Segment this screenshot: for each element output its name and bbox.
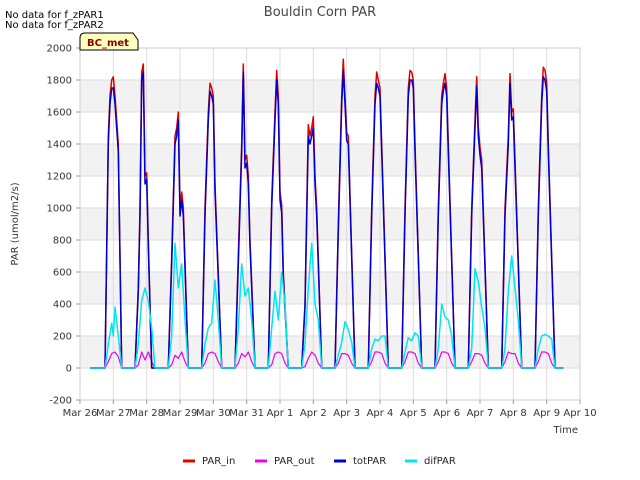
x-tick-label-3: Mar 29 xyxy=(163,408,198,419)
x-tick-label-15: Apr 10 xyxy=(563,408,596,419)
y-tick-label-0: 0 xyxy=(66,364,72,375)
y-tick-label-2000: 2000 xyxy=(47,44,72,55)
legend-label-difpar: difPAR xyxy=(424,456,456,467)
legend-label-par-out: PAR_out xyxy=(274,456,315,467)
y-tick-label-1000: 1000 xyxy=(47,204,72,215)
x-tick-label-13: Apr 8 xyxy=(500,408,527,419)
y-tick-label-600: 600 xyxy=(53,268,72,279)
y-tick-label--200: -200 xyxy=(49,396,72,407)
x-tick-label-10: Apr 5 xyxy=(400,408,427,419)
y-tick-label-800: 800 xyxy=(53,236,72,247)
x-tick-label-7: Apr 2 xyxy=(300,408,327,419)
x-tick-label-4: Mar 30 xyxy=(196,408,231,419)
legend: PAR_in PAR_out totPAR difPAR xyxy=(183,456,456,467)
x-tick-label-6: Apr 1 xyxy=(267,408,294,419)
y-tick-label-1600: 1600 xyxy=(47,108,72,119)
y-tick-label-200: 200 xyxy=(53,332,72,343)
x-tick-label-0: Mar 26 xyxy=(63,408,98,419)
band-800 xyxy=(80,208,580,240)
gridlines xyxy=(79,47,581,401)
no-data-note-2: No data for f_zPAR2 xyxy=(5,20,104,31)
no-data-note-1: No data for f_zPAR1 xyxy=(5,10,104,21)
plot-frame xyxy=(79,47,581,401)
x-tick-label-11: Apr 6 xyxy=(433,408,460,419)
y-axis-ticks: -200 0 200 400 600 800 1000 1200 1400 1600 1800 200… xyxy=(47,44,80,407)
x-tick-label-8: Apr 3 xyxy=(333,408,360,419)
x-axis-label: Time xyxy=(553,425,578,436)
x-tick-label-12: Apr 7 xyxy=(467,408,494,419)
badge-label: BC_met xyxy=(87,38,129,49)
x-tick-label-2: Mar 28 xyxy=(129,408,164,419)
y-tick-label-1800: 1800 xyxy=(47,76,72,87)
band-1600 xyxy=(80,80,580,112)
y-tick-label-400: 400 xyxy=(53,300,72,311)
y-tick-label-1400: 1400 xyxy=(47,140,72,151)
band-1200 xyxy=(80,144,580,176)
background-bands xyxy=(80,80,580,368)
x-tick-label-1: Mar 27 xyxy=(96,408,131,419)
station-badge: BC_met xyxy=(79,32,139,51)
x-tick-label-9: Apr 4 xyxy=(367,408,394,419)
band-0 xyxy=(80,336,580,368)
chart-title: Bouldin Corn PAR xyxy=(264,5,376,20)
legend-label-par-in: PAR_in xyxy=(202,456,235,467)
series-line-totpar xyxy=(90,69,564,369)
series-line-difpar xyxy=(90,242,564,369)
badge-box xyxy=(79,32,139,51)
legend-label-totpar: totPAR xyxy=(353,456,386,467)
series-lines xyxy=(90,58,564,369)
x-tick-label-14: Apr 9 xyxy=(533,408,560,419)
y-tick-label-1200: 1200 xyxy=(47,172,72,183)
band-400 xyxy=(80,272,580,304)
x-tick-label-5: Mar 31 xyxy=(229,408,264,419)
y-axis-label: PAR (umol/m2/s) xyxy=(10,182,21,265)
